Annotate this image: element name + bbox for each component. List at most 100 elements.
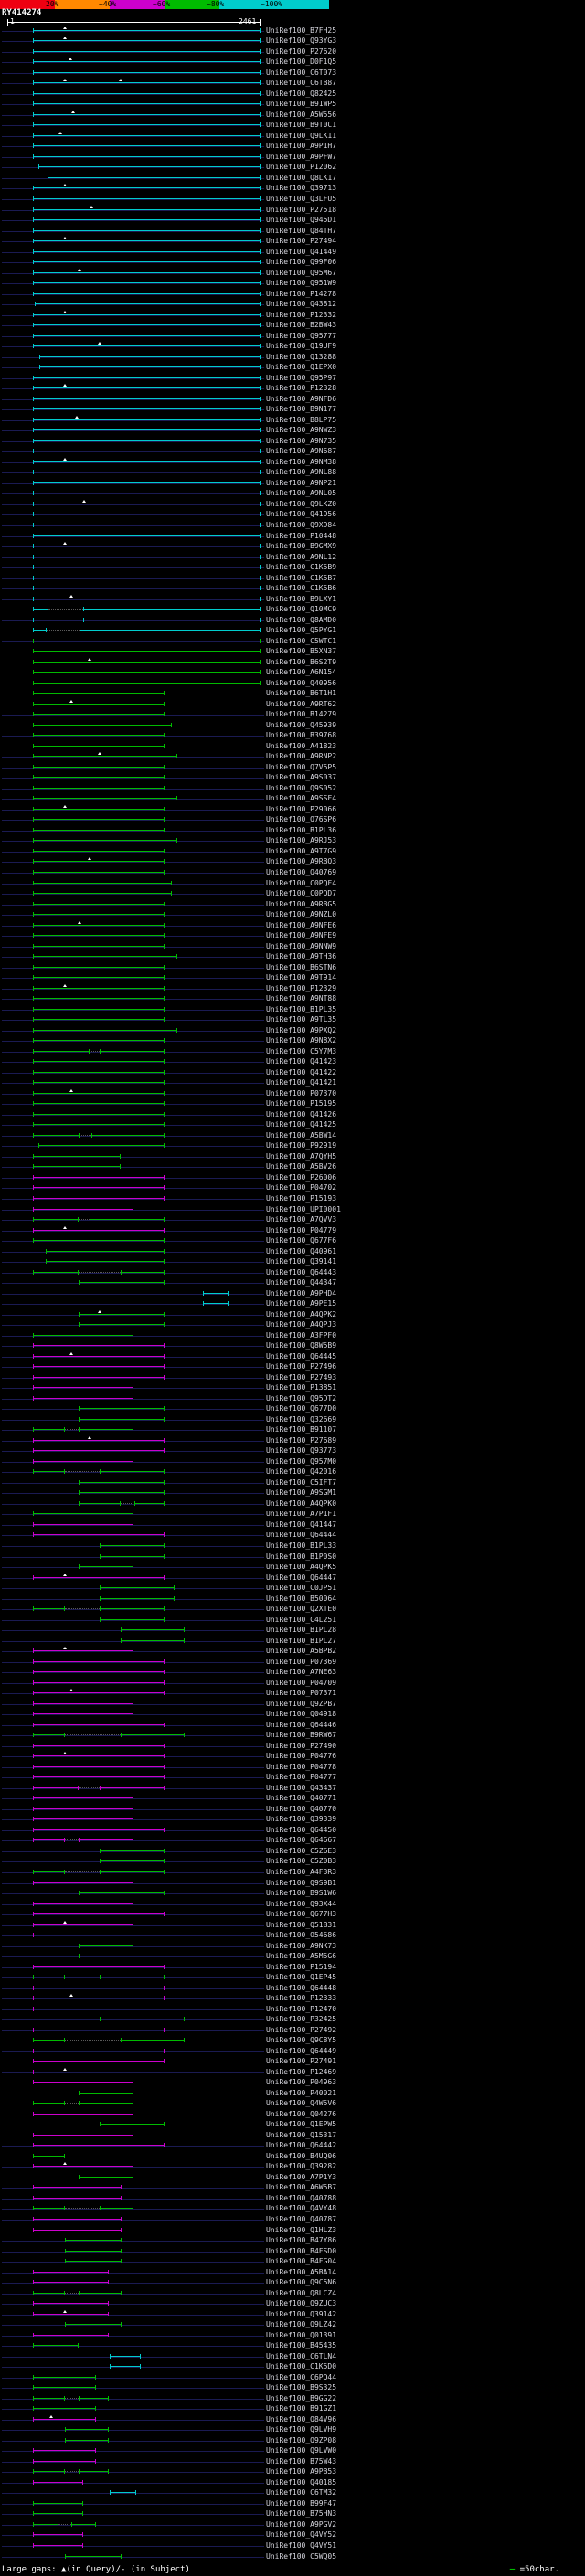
- hit-label[interactable]: UniRef100_Q64445: [266, 1352, 337, 1361]
- hit-label[interactable]: UniRef100_Q39282: [266, 2162, 337, 2171]
- hsp-bar[interactable]: [32, 333, 261, 338]
- hit-label[interactable]: UniRef100_P12332: [266, 310, 337, 319]
- hsp-bar[interactable]: [64, 2437, 109, 2443]
- hit-label[interactable]: UniRef100_B9LXY1: [266, 594, 337, 603]
- hsp-bar[interactable]: [32, 743, 165, 748]
- hit-label[interactable]: UniRef100_A9NFD6: [266, 394, 337, 403]
- hit-label[interactable]: UniRef100_Q9ZUC3: [266, 2299, 337, 2308]
- hsp-bar[interactable]: [32, 1722, 165, 1727]
- hsp-bar[interactable]: [32, 270, 261, 275]
- hit-label[interactable]: UniRef100_C1K5B6: [266, 584, 337, 593]
- hit-label[interactable]: UniRef100_A9PE15: [266, 1299, 337, 1309]
- hsp-bar[interactable]: [32, 596, 261, 601]
- hsp-bar[interactable]: [32, 428, 261, 433]
- hsp-bar[interactable]: [32, 870, 165, 875]
- hsp-bar[interactable]: [32, 964, 165, 970]
- hit-label[interactable]: UniRef100_P15193: [266, 1193, 337, 1203]
- hit-label[interactable]: UniRef100_A9SSF4: [266, 794, 337, 803]
- hsp-bar[interactable]: [110, 2353, 142, 2359]
- hsp-bar[interactable]: [100, 1595, 175, 1601]
- hsp-bar[interactable]: [100, 1553, 165, 1559]
- hit-label[interactable]: UniRef100_B1PL33: [266, 1542, 337, 1550]
- hit-label[interactable]: UniRef100_P12328: [266, 384, 337, 393]
- hsp-bar[interactable]: [110, 2364, 142, 2369]
- hsp-bar[interactable]: [32, 880, 173, 885]
- hsp-bar[interactable]: [110, 2490, 136, 2496]
- hsp-bar[interactable]: [32, 2416, 96, 2422]
- hsp-bar[interactable]: [78, 1427, 134, 1433]
- hsp-bar[interactable]: [32, 396, 261, 401]
- hit-label[interactable]: UniRef100_Q951W9: [266, 279, 337, 288]
- hsp-bar[interactable]: [32, 2532, 84, 2538]
- hsp-bar[interactable]: [32, 1933, 134, 1938]
- hsp-bar[interactable]: [70, 2521, 96, 2527]
- hsp-bar[interactable]: [32, 239, 261, 244]
- hit-label[interactable]: UniRef100_Q9C8Y5: [266, 2036, 337, 2045]
- hsp-bar[interactable]: [83, 617, 261, 622]
- hsp-bar[interactable]: [32, 1458, 134, 1464]
- hsp-bar[interactable]: [32, 1764, 165, 1769]
- hit-label[interactable]: UniRef100_C5Y7M3: [266, 1046, 337, 1055]
- hit-label[interactable]: UniRef100_Q9ZPB7: [266, 1699, 337, 1708]
- hit-label[interactable]: UniRef100_Q45939: [266, 720, 337, 729]
- hit-label[interactable]: UniRef100_B75HN3: [266, 2509, 337, 2518]
- hsp-bar[interactable]: [120, 1627, 185, 1633]
- hit-label[interactable]: UniRef100_Q64447: [266, 1573, 337, 1582]
- hsp-bar[interactable]: [32, 2164, 134, 2169]
- hit-label[interactable]: UniRef100_B9T0C1: [266, 121, 337, 130]
- hsp-bar[interactable]: [32, 480, 261, 485]
- hit-label[interactable]: UniRef100_Q40771: [266, 1794, 337, 1803]
- hit-label[interactable]: UniRef100_P10448: [266, 531, 337, 540]
- hsp-bar[interactable]: [32, 764, 165, 769]
- hsp-bar[interactable]: [78, 1500, 121, 1506]
- hit-label[interactable]: UniRef100_Q93YG3: [266, 37, 337, 46]
- hsp-bar[interactable]: [32, 1006, 165, 1012]
- hit-label[interactable]: UniRef100_A9PHD4: [266, 1288, 337, 1298]
- hsp-bar[interactable]: [100, 1543, 165, 1548]
- hsp-bar[interactable]: [32, 617, 48, 622]
- hsp-bar[interactable]: [32, 122, 261, 128]
- hsp-bar[interactable]: [32, 196, 261, 201]
- hsp-bar[interactable]: [32, 2048, 165, 2053]
- hit-label[interactable]: UniRef100_A9NWZ3: [266, 426, 337, 435]
- hsp-bar[interactable]: [32, 2385, 96, 2390]
- hit-label[interactable]: UniRef100_Q2XTE0: [266, 1605, 337, 1614]
- hit-label[interactable]: UniRef100_C6T073: [266, 68, 337, 77]
- hit-label[interactable]: UniRef100_Q1EPX0: [266, 363, 337, 372]
- hit-label[interactable]: UniRef100_P40021: [266, 2088, 337, 2097]
- hit-label[interactable]: UniRef100_B9RW67: [266, 1731, 337, 1740]
- hit-label[interactable]: UniRef100_A5BPB2: [266, 1647, 337, 1656]
- hsp-bar[interactable]: [100, 1785, 165, 1790]
- hit-label[interactable]: UniRef100_A5W556: [266, 110, 337, 119]
- hsp-bar[interactable]: [32, 2479, 84, 2485]
- hit-label[interactable]: UniRef100_A9SGM1: [266, 1489, 337, 1498]
- hit-label[interactable]: UniRef100_Q9S9B1: [266, 1878, 337, 1887]
- hsp-bar[interactable]: [32, 691, 165, 696]
- hit-label[interactable]: UniRef100_B47Y86: [266, 2236, 337, 2245]
- hsp-bar[interactable]: [32, 1027, 177, 1033]
- hsp-bar[interactable]: [32, 2227, 122, 2232]
- hsp-bar[interactable]: [64, 2238, 122, 2243]
- hsp-bar[interactable]: [32, 143, 261, 149]
- hsp-bar[interactable]: [32, 638, 261, 643]
- hit-label[interactable]: UniRef100_A9PGV2: [266, 2519, 337, 2528]
- hit-label[interactable]: UniRef100_Q41426: [266, 1109, 337, 1118]
- hsp-bar[interactable]: [100, 2206, 134, 2211]
- hit-label[interactable]: UniRef100_D0F1Q5: [266, 58, 337, 67]
- hit-label[interactable]: UniRef100_C5WTC1: [266, 636, 337, 645]
- hsp-bar[interactable]: [32, 1691, 165, 1696]
- hsp-bar[interactable]: [32, 69, 261, 75]
- hit-label[interactable]: UniRef100_Q64443: [266, 1267, 337, 1277]
- hsp-bar[interactable]: [32, 249, 261, 254]
- hit-label[interactable]: UniRef100_C6TB87: [266, 79, 337, 88]
- hsp-bar[interactable]: [32, 1217, 79, 1223]
- hit-label[interactable]: UniRef100_A9RT62: [266, 699, 337, 708]
- hsp-bar[interactable]: [32, 1827, 165, 1832]
- hit-label[interactable]: UniRef100_A9RJ53: [266, 836, 337, 845]
- hit-label[interactable]: UniRef100_P14278: [266, 289, 337, 298]
- hsp-bar[interactable]: [100, 2017, 185, 2022]
- hsp-bar[interactable]: [78, 1943, 134, 1948]
- hit-label[interactable]: UniRef100_A6N154: [266, 668, 337, 677]
- hit-label[interactable]: UniRef100_P12333: [266, 1994, 337, 2003]
- hit-label[interactable]: UniRef100_Q40956: [266, 678, 337, 687]
